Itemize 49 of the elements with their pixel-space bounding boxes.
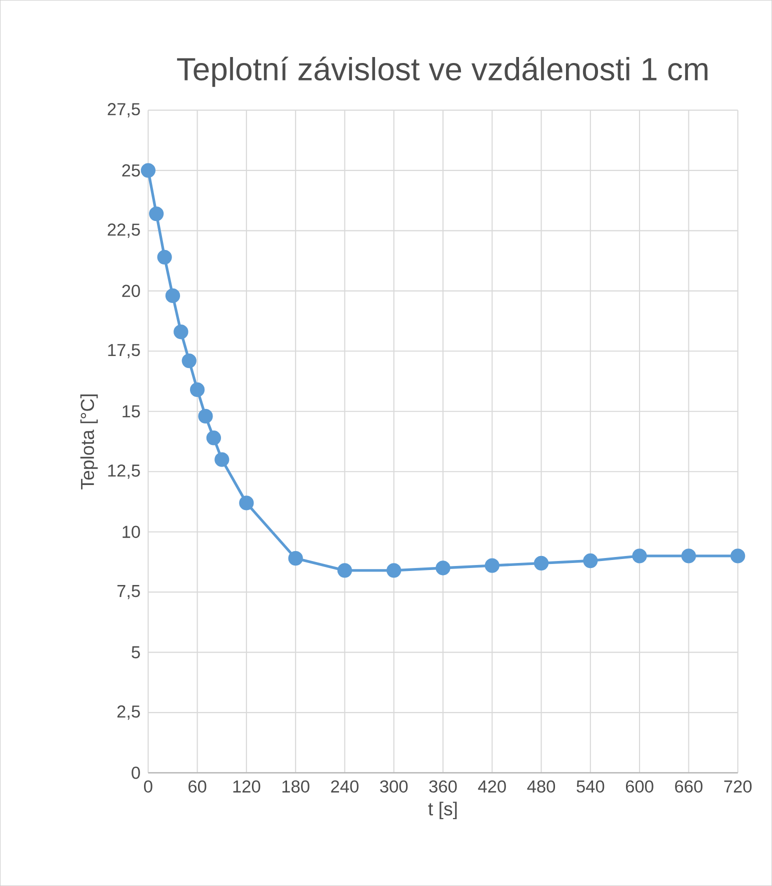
point [386, 563, 402, 578]
point [198, 408, 213, 424]
x-tick-label: 660 [675, 780, 702, 793]
y-tick-label: 17,5 [108, 344, 140, 358]
y-tick-label: 2,5 [117, 705, 140, 720]
x-tick-label: 300 [380, 780, 408, 793]
point [190, 382, 205, 398]
point [165, 288, 180, 304]
x-tick-label: 480 [527, 780, 556, 793]
y-tick-label: 12,5 [108, 464, 140, 479]
x-tick-label: 180 [282, 780, 310, 793]
x-tick-label: 600 [626, 780, 654, 793]
y-tick-label: 27,5 [108, 103, 140, 118]
point [436, 560, 450, 576]
x-axis-title: t [s] [428, 802, 457, 820]
y-tick-label: 10 [122, 526, 140, 538]
point [239, 496, 254, 510]
point [730, 548, 746, 564]
x-tick-label: 420 [478, 780, 506, 793]
point [632, 548, 647, 564]
point [140, 163, 156, 178]
point [157, 250, 172, 265]
point [182, 353, 196, 368]
point [214, 452, 230, 467]
x-tick-label: 540 [576, 780, 604, 793]
y-tick-label: 5 [132, 646, 140, 658]
y-tick-label: 15 [122, 405, 140, 418]
point [484, 558, 500, 573]
point [534, 556, 549, 571]
x-tick-label: 720 [724, 780, 752, 793]
point [288, 551, 303, 566]
x-tick-label: 60 [188, 780, 206, 793]
y-tick-label: 20 [122, 284, 140, 298]
x-tick-label: 0 [144, 780, 152, 793]
point [174, 324, 188, 340]
x-tick-label: 120 [233, 780, 260, 793]
point [681, 548, 696, 564]
y-tick-label: 22,5 [108, 224, 140, 238]
y-tick-label: 0 [132, 766, 140, 779]
point [337, 563, 352, 578]
x-tick-label: 240 [331, 780, 358, 793]
y-axis-title: Teplota [°C] [80, 394, 98, 490]
y-tick-label: 25 [122, 164, 140, 177]
point [206, 430, 221, 446]
x-tick-label: 360 [429, 780, 457, 793]
point [583, 553, 598, 568]
chart-title: Teplotní závislost ve vzdálenosti 1 cm [177, 56, 708, 87]
point [149, 206, 164, 222]
y-tick-label: 7,5 [117, 585, 140, 600]
